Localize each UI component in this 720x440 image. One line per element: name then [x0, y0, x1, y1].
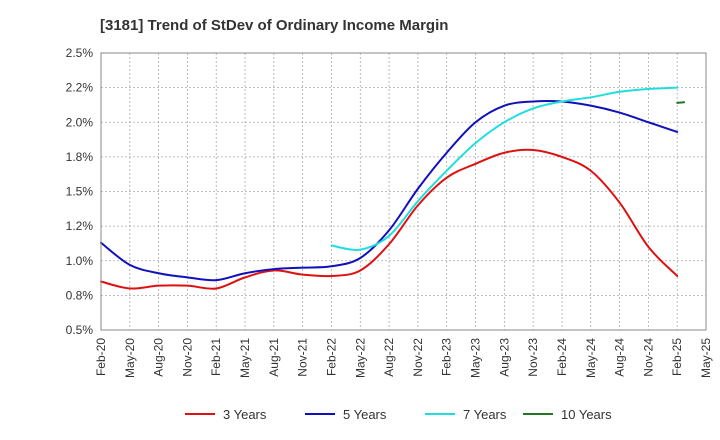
y-tick-label: 1.5% — [66, 185, 94, 199]
x-tick-label: Nov-22 — [411, 338, 425, 377]
x-tick-label: Feb-22 — [324, 338, 338, 376]
series-line-3-years — [100, 148, 679, 290]
y-tick-label: 2.0% — [66, 115, 94, 129]
x-tick-label: Feb-24 — [555, 338, 569, 376]
x-tick-label: Feb-23 — [440, 338, 454, 376]
chart-title: [3181] Trend of StDev of Ordinary Income… — [100, 17, 448, 34]
y-axis: 0.5% 0.8% 1.0% 1.2% 1.5% 1.8% 2.0% 2.2% 2.5% — [66, 46, 94, 337]
legend-label: 3 Years — [223, 407, 267, 422]
x-tick-label: Aug-21 — [267, 338, 281, 377]
series-layer — [100, 86, 686, 290]
x-tick-label: May-25 — [699, 338, 713, 378]
series-line-7-years — [330, 86, 679, 251]
legend-label: 5 Years — [343, 407, 387, 422]
x-tick-label: May-23 — [469, 338, 483, 378]
series-line-5-years — [100, 99, 679, 282]
x-tick-label: May-24 — [584, 338, 598, 378]
x-tick-label: Aug-22 — [382, 338, 396, 377]
y-tick-label: 1.0% — [66, 254, 94, 268]
x-tick-label: Nov-23 — [526, 338, 540, 377]
x-tick-label: Nov-24 — [641, 338, 655, 377]
y-tick-label: 0.8% — [66, 288, 94, 302]
x-axis: Feb-20 May-20 Aug-20 Nov-20 Feb-21 May-21 Aug-… — [94, 338, 713, 378]
series-line-10-years — [676, 101, 686, 104]
x-tick-label: May-22 — [353, 338, 367, 378]
legend-label: 10 Years — [561, 407, 612, 422]
x-tick-label: Feb-25 — [670, 338, 684, 376]
x-tick-label: Nov-21 — [296, 338, 310, 377]
plot-area — [101, 53, 706, 330]
legend: 3 Years 5 Years 7 Years 10 Years — [185, 407, 612, 422]
x-tick-label: Aug-24 — [613, 338, 627, 377]
plot-frame — [100, 52, 707, 331]
y-tick-label: 1.8% — [66, 150, 94, 164]
y-tick-label: 2.5% — [66, 46, 94, 60]
x-tick-label: Feb-21 — [209, 338, 223, 376]
y-tick-label: 2.2% — [66, 81, 94, 95]
x-tick-label: Nov-20 — [180, 338, 194, 377]
x-tick-label: Aug-20 — [152, 338, 166, 377]
y-tick-label: 1.2% — [66, 219, 94, 233]
legend-label: 7 Years — [463, 407, 507, 422]
x-tick-label: Aug-23 — [497, 338, 511, 377]
x-tick-label: Feb-20 — [94, 338, 108, 376]
x-tick-label: May-20 — [123, 338, 137, 378]
y-tick-label: 0.5% — [66, 323, 94, 337]
x-tick-label: May-21 — [238, 338, 252, 378]
